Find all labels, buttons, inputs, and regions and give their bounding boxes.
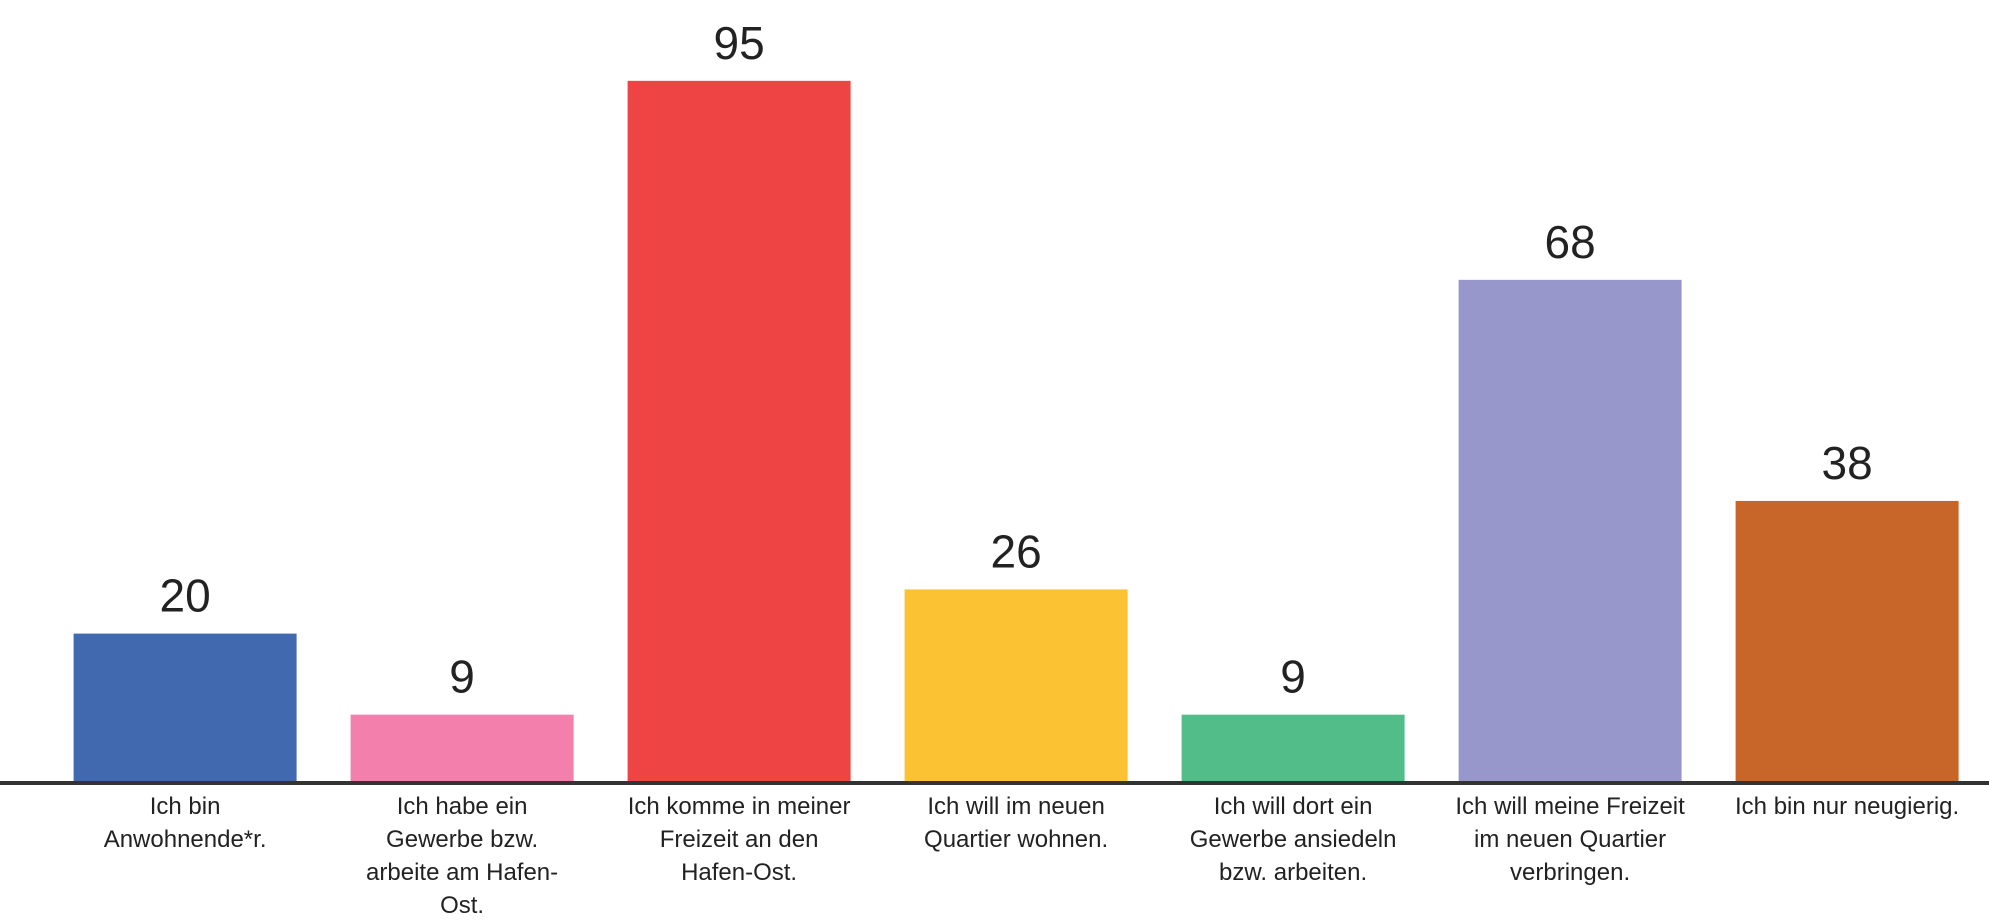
value-label: 68 — [1545, 216, 1596, 268]
category-label: Ich will im neuen Quartier wohnen. — [924, 793, 1109, 853]
bar — [627, 80, 851, 782]
category-label: Ich habe ein Gewerbe bzw. arbeite am Haf… — [366, 793, 559, 919]
value-label: 9 — [449, 651, 475, 703]
category-label: Ich bin Anwohnende*r. — [103, 793, 267, 853]
bar — [904, 589, 1128, 781]
bar — [1181, 714, 1405, 781]
bar — [350, 714, 574, 781]
value-label: 9 — [1280, 651, 1306, 703]
bar — [1458, 279, 1682, 781]
value-label: 20 — [160, 570, 211, 622]
bar — [1735, 500, 1959, 781]
value-label: 38 — [1822, 437, 1873, 489]
value-label: 26 — [991, 525, 1042, 577]
value-label: 95 — [714, 17, 765, 69]
category-label: Ich will meine Freizeit im neuen Quartie… — [1455, 793, 1685, 886]
category-label: Ich komme in meiner Freizeit an den Hafe… — [627, 793, 851, 886]
category-label: Ich bin nur neugierig. — [1735, 793, 1960, 820]
bar — [73, 633, 297, 781]
category-label: Ich will dort ein Gewerbe ansiedeln bzw.… — [1189, 793, 1397, 886]
